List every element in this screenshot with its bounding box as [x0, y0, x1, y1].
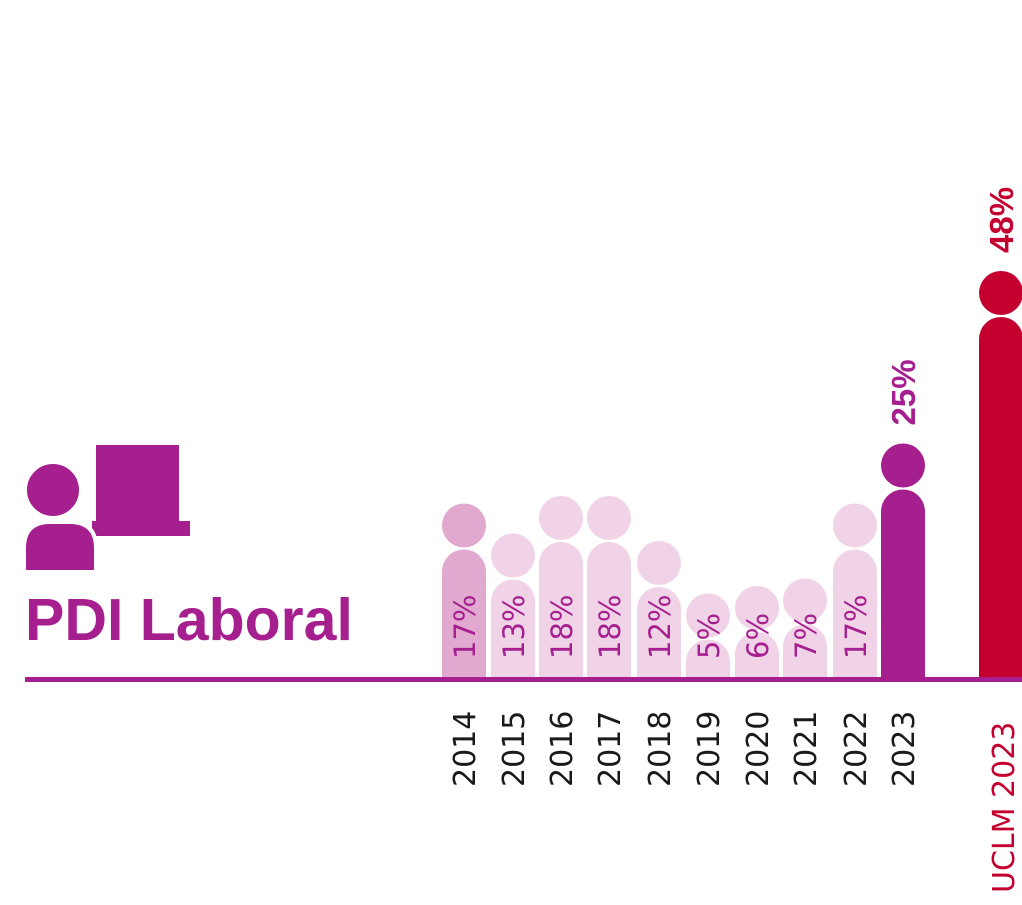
bar-stem — [442, 549, 486, 677]
bar-stem — [491, 579, 535, 677]
data-label: 17% — [839, 595, 873, 659]
data-label: 48% — [983, 187, 1020, 253]
bar-2019 — [686, 593, 730, 677]
bar-2023 — [881, 443, 925, 677]
tick-label: 2018 — [643, 711, 678, 787]
bar-stem — [686, 639, 730, 677]
tick-label: 2019 — [692, 711, 727, 787]
bar-stem — [539, 542, 583, 677]
tick-label: 2017 — [593, 711, 628, 787]
bar-stem — [783, 624, 827, 677]
bar-stem — [979, 317, 1022, 677]
tick-label: 2020 — [741, 711, 776, 787]
bar-head — [783, 578, 827, 623]
bar-2021 — [783, 578, 827, 677]
tick-label: 2016 — [545, 711, 580, 787]
tick-label: 2021 — [789, 711, 824, 787]
bar-stem — [735, 632, 779, 677]
chart-title: PDI Laboral — [25, 587, 353, 653]
bar-head — [587, 496, 631, 540]
bar-head — [833, 503, 877, 548]
bar-stem — [587, 542, 631, 677]
bar-uclm-2023 — [979, 271, 1022, 677]
bar-head — [539, 496, 583, 540]
tick-label: 2014 — [448, 711, 483, 787]
bar-2022 — [833, 503, 877, 677]
data-label: 5% — [692, 613, 726, 659]
tick-label: UCLM 2023 — [987, 722, 1022, 893]
labels-layer: 17% 2014 13% 2015 18% 2016 18% 2017 12% 2018 5% 201… — [448, 187, 1022, 893]
data-label: 12% — [643, 595, 677, 659]
teacher-at-board-icon — [21, 445, 190, 574]
bars-layer — [442, 271, 1022, 677]
bar-head — [442, 503, 486, 548]
bar-stem — [637, 587, 681, 677]
data-label: 17% — [448, 595, 482, 659]
data-label: 25% — [885, 359, 922, 425]
bar-2015 — [491, 533, 535, 677]
bar-2017 — [587, 496, 631, 677]
data-label: 7% — [789, 613, 823, 659]
bar-head — [881, 443, 925, 488]
bar-head — [735, 586, 779, 630]
data-label: 18% — [545, 595, 579, 659]
bar-stem — [833, 549, 877, 677]
tick-label: 2023 — [887, 711, 922, 787]
bar-head — [686, 593, 730, 638]
bar-2014 — [442, 503, 486, 677]
tick-label: 2022 — [839, 711, 874, 787]
bar-head — [979, 271, 1022, 315]
bar-2016 — [539, 496, 583, 677]
data-label: 13% — [497, 595, 531, 659]
bar-head — [491, 533, 535, 578]
bar-stem — [881, 489, 925, 677]
tick-label: 2015 — [497, 711, 532, 787]
bar-2020 — [735, 586, 779, 677]
bar-head — [637, 541, 681, 585]
data-label: 18% — [593, 595, 627, 659]
data-label: 6% — [741, 613, 775, 659]
bar-2018 — [637, 541, 681, 677]
